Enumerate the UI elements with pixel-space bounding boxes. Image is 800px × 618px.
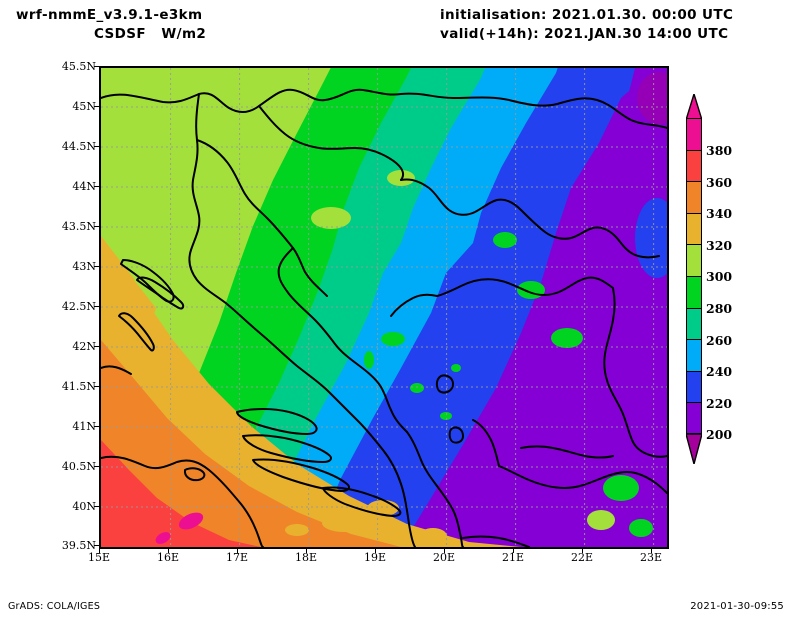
x-tick-mark <box>99 547 100 553</box>
x-tick-label: 20E <box>432 551 456 564</box>
y-tick-label: 40N <box>72 500 96 513</box>
y-tick-label: 40.5N <box>61 460 96 473</box>
contour-svg <box>101 68 667 547</box>
y-tick-label: 44.5N <box>61 140 96 153</box>
colorbar <box>685 91 703 467</box>
x-tick-label: 22E <box>570 551 594 564</box>
grads-credit-label: GrADS: COLA/IGES <box>8 601 101 612</box>
x-tick-label: 15E <box>87 551 111 564</box>
initialisation-label: initialisation: 2021.01.30. 00:00 UTC <box>440 7 734 23</box>
render-timestamp-label: 2021-01-30-09:55 <box>690 601 784 612</box>
x-tick-label: 19E <box>363 551 387 564</box>
y-tick-mark <box>94 106 100 107</box>
x-tick-mark <box>375 547 376 553</box>
x-tick-mark <box>582 547 583 553</box>
colorbar-band <box>686 244 702 276</box>
chart-header: wrf-nmmE_v3.9.1-e3km CSDSF W/m2 initiali… <box>0 0 800 52</box>
x-tick-mark <box>651 547 652 553</box>
y-tick-mark <box>94 66 100 67</box>
y-tick-mark <box>94 226 100 227</box>
colorbar-band <box>686 181 702 213</box>
y-tick-label: 41.5N <box>61 380 96 393</box>
y-tick-mark <box>94 186 100 187</box>
colorbar-tick-label: 360 <box>706 174 733 190</box>
shaded-contour-field <box>101 68 667 547</box>
colorbar-tick-label: 300 <box>706 269 733 285</box>
valid-time-label: valid(+14h): 2021.JAN.30 14:00 UTC <box>440 26 729 42</box>
y-tick-mark <box>94 506 100 507</box>
y-tick-mark <box>94 466 100 467</box>
y-tick-mark <box>94 426 100 427</box>
colorbar-tick-label: 240 <box>706 364 733 380</box>
colorbar-top-arrow <box>685 91 703 121</box>
x-tick-label: 21E <box>501 551 525 564</box>
colorbar-band <box>686 212 702 245</box>
y-tick-label: 43N <box>72 260 96 273</box>
colorbar-band <box>686 370 702 403</box>
y-tick-mark <box>94 386 100 387</box>
x-tick-label: 23E <box>639 551 663 564</box>
y-tick-mark <box>94 346 100 347</box>
y-tick-label: 39.5N <box>61 539 96 552</box>
colorbar-band <box>686 118 702 150</box>
colorbar-tick-label: 340 <box>706 206 733 222</box>
colorbar-tick-label: 280 <box>706 301 733 316</box>
colorbar-tick-label: 200 <box>706 427 733 443</box>
y-tick-mark <box>94 266 100 267</box>
y-tick-label: 41N <box>72 420 96 433</box>
colorbar-arrow-up-icon <box>685 91 703 121</box>
colorbar-band <box>686 276 702 308</box>
y-tick-label: 43.5N <box>61 220 96 233</box>
x-tick-mark <box>306 547 307 553</box>
colorbar-tick-label: 380 <box>706 143 733 158</box>
y-tick-label: 44N <box>72 180 96 193</box>
x-tick-label: 17E <box>225 551 249 564</box>
header-left-block: wrf-nmmE_v3.9.1-e3km CSDSF W/m2 <box>16 6 346 44</box>
colorbar-tick-label: 260 <box>706 332 733 348</box>
x-tick-mark <box>168 547 169 553</box>
x-tick-mark <box>513 547 514 553</box>
x-tick-mark <box>237 547 238 553</box>
y-tick-label: 42N <box>72 340 96 353</box>
colorbar-tick-label: 320 <box>706 237 733 253</box>
colorbar-band <box>686 339 702 371</box>
x-tick-label: 18E <box>294 551 318 564</box>
model-name-label: wrf-nmmE_v3.9.1-e3km <box>16 7 203 23</box>
header-right-block: initialisation: 2021.01.30. 00:00 UTC va… <box>440 6 790 44</box>
y-tick-label: 45N <box>72 100 96 113</box>
y-tick-mark <box>94 146 100 147</box>
x-tick-label: 16E <box>156 551 180 564</box>
x-tick-mark <box>444 547 445 553</box>
colorbar-bottom-arrow <box>685 433 703 467</box>
colorbar-arrow-down-icon <box>685 433 703 467</box>
colorbar-tick-label: 220 <box>706 395 733 411</box>
y-tick-label: 45.5N <box>61 60 96 73</box>
map-plot-area <box>99 66 669 549</box>
colorbar-band <box>686 402 702 434</box>
colorbar-band <box>686 149 702 182</box>
y-tick-label: 42.5N <box>61 300 96 313</box>
y-tick-mark <box>94 306 100 307</box>
colorbar-band <box>686 307 702 340</box>
variable-name-label: CSDSF W/m2 <box>94 26 207 42</box>
y-tick-mark <box>94 545 100 546</box>
